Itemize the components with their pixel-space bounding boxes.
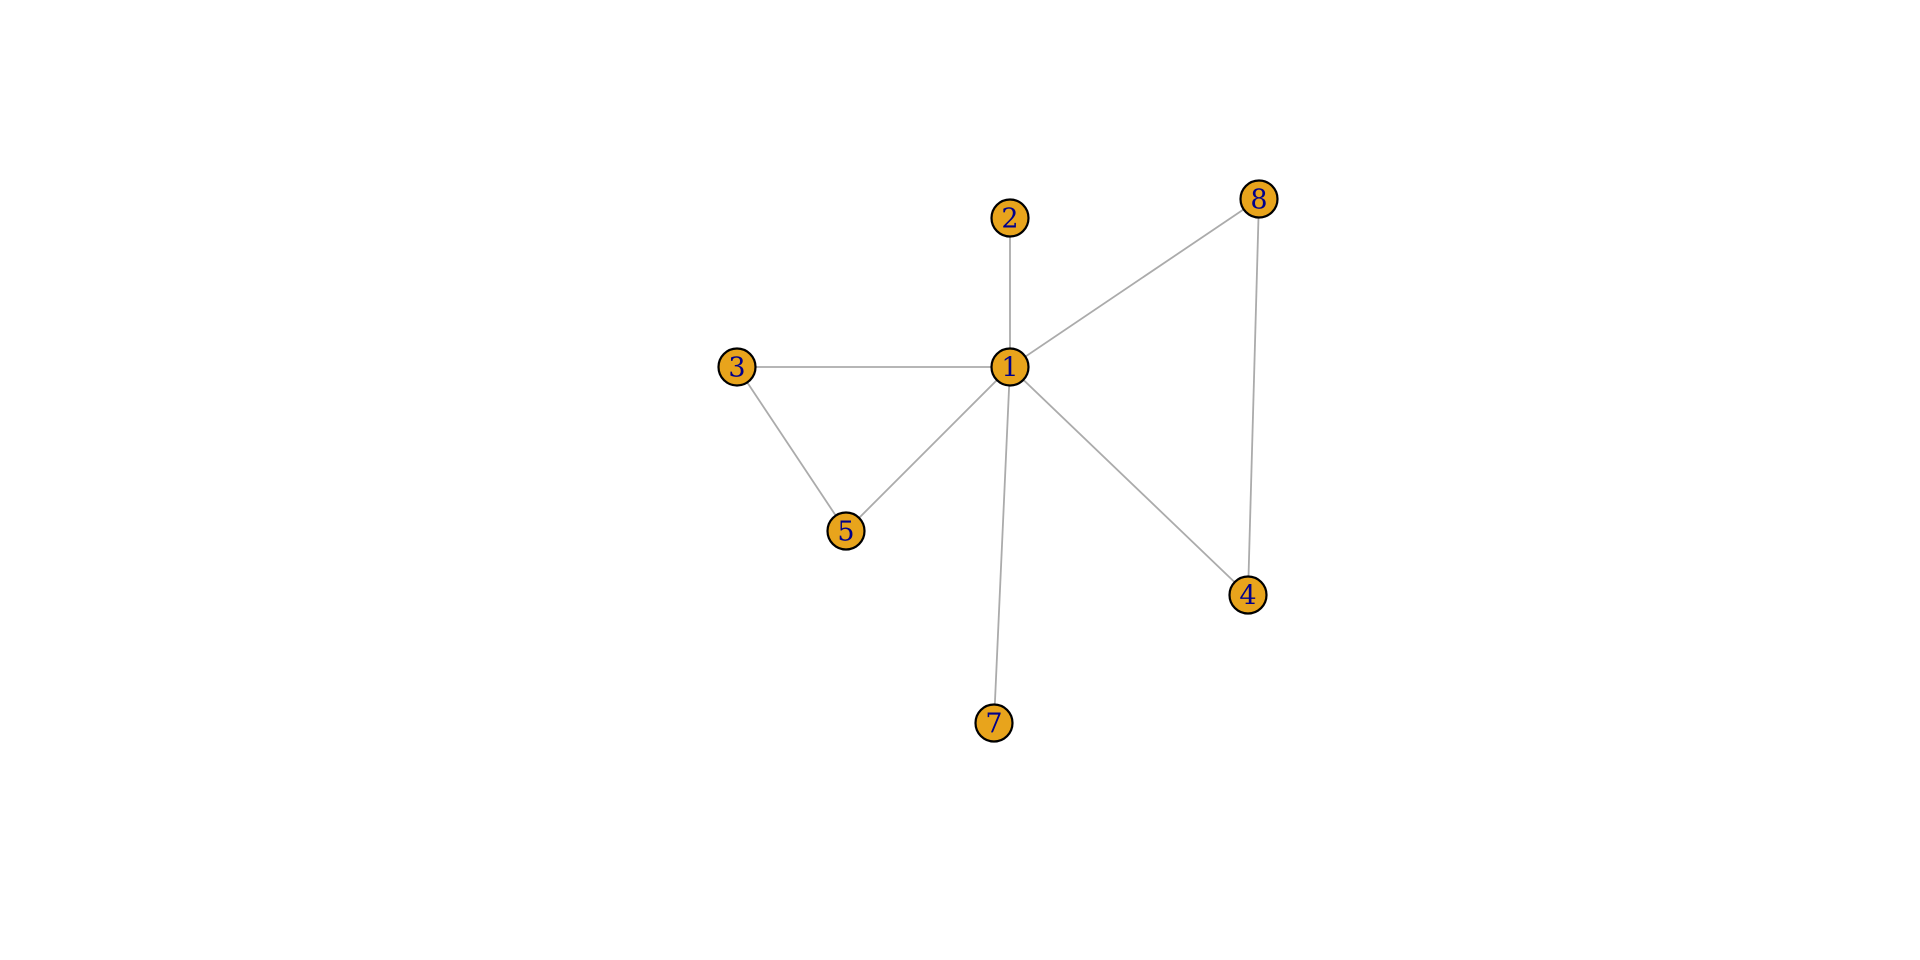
graph-node-5 bbox=[826, 511, 866, 551]
graph-node-7 bbox=[974, 703, 1014, 743]
graph-node-4 bbox=[1228, 575, 1268, 615]
graph-node-1 bbox=[990, 347, 1030, 387]
edge-1-4 bbox=[1009, 366, 1249, 596]
edge-1-8 bbox=[1009, 198, 1260, 368]
graph-node-3 bbox=[717, 347, 757, 387]
graph-node-8 bbox=[1239, 179, 1279, 219]
edge-1-5 bbox=[845, 366, 1011, 532]
edge-1-7 bbox=[993, 366, 1011, 724]
graph-node-2 bbox=[990, 198, 1030, 238]
edge-4-8 bbox=[1247, 198, 1260, 596]
edge-3-5 bbox=[736, 366, 847, 532]
